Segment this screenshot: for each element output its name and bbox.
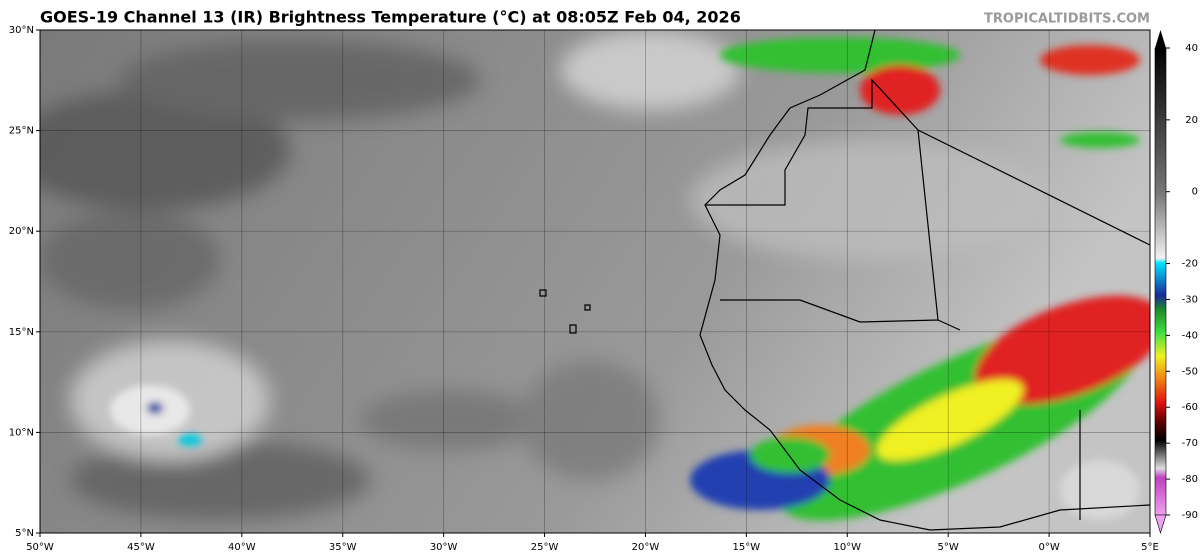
- lat-tick-label: 5°N: [15, 528, 34, 539]
- lat-tick-label: 30°N: [9, 25, 34, 36]
- lon-tick-label: 25°W: [531, 542, 559, 553]
- lon-tick-label: 5°W: [938, 542, 959, 553]
- colorbar: [1154, 47, 1167, 516]
- lon-tick-label: 30°W: [430, 542, 458, 553]
- title: GOES-19 Channel 13 (IR) Brightness Tempe…: [40, 8, 741, 27]
- lon-tick-label: 45°W: [127, 542, 155, 553]
- colorbar-tick-label: -20: [1182, 259, 1198, 270]
- lat-tick-label: 15°N: [9, 327, 34, 338]
- border: [705, 78, 1150, 520]
- lon-tick-label: 35°W: [329, 542, 357, 553]
- lat-tick-label: 20°N: [9, 226, 34, 237]
- colorbar-tick-label: -90: [1182, 510, 1198, 521]
- lon-tick-label: 5°E: [1141, 542, 1159, 553]
- ticks: 30°N 25°N 20°N 15°N 10°N 5°N 50°W 45°W 40°W 35°W 3…: [9, 25, 1198, 553]
- lat-tick-label: 25°N: [9, 126, 34, 137]
- lat-tick-label: 10°N: [9, 427, 34, 438]
- colorbar-tick-label: 0: [1192, 187, 1198, 198]
- lon-tick-label: 0°W: [1038, 542, 1059, 553]
- colorbar-extend-top: [1155, 30, 1166, 48]
- colorbar-tick-label: -80: [1182, 474, 1198, 485]
- colorbar-tick-label: 40: [1185, 43, 1198, 54]
- coastline: [699, 30, 1150, 531]
- colorbar-tick-label: -60: [1182, 402, 1198, 413]
- lon-tick-label: 20°W: [632, 542, 660, 553]
- imagery: [40, 30, 1150, 533]
- lon-tick-label: 10°W: [833, 542, 861, 553]
- colorbar-extend-bottom: [1154, 514, 1167, 535]
- colorbar-tick-label: 20: [1185, 115, 1198, 126]
- colorbar-tick-label: -40: [1182, 330, 1198, 341]
- colorbar-tick-label: -30: [1182, 294, 1198, 305]
- lon-tick-label: 40°W: [228, 542, 256, 553]
- map-frame: [39, 29, 1151, 534]
- islands: [539, 289, 591, 334]
- colorbar-tick-label: -50: [1182, 366, 1198, 377]
- credit: TROPICALTIDBITS.COM: [984, 12, 1150, 27]
- lon-tick-label: 15°W: [733, 542, 761, 553]
- colorbar-tick-label: -70: [1182, 438, 1198, 449]
- lon-tick-label: 50°W: [26, 542, 54, 553]
